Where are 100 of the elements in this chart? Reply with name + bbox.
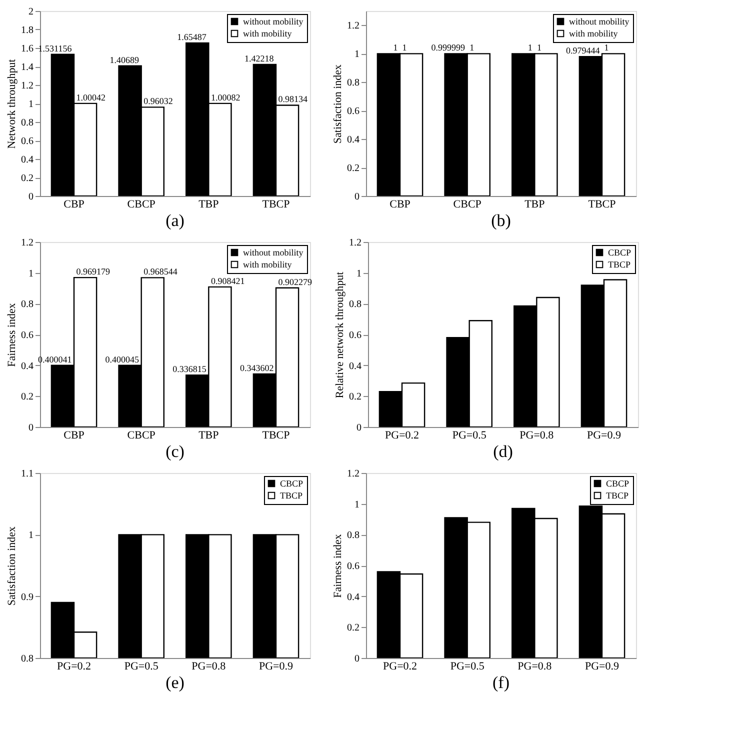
data-label: 1.531156 bbox=[38, 43, 72, 54]
y-tick-label: 0.4 bbox=[349, 360, 362, 372]
y-tick-label: 0 bbox=[354, 654, 360, 664]
data-label: 0.343602 bbox=[240, 363, 274, 374]
text: (e) bbox=[166, 673, 184, 692]
y-tick-label: 0.6 bbox=[21, 136, 34, 147]
data-label: 0.96032 bbox=[144, 96, 173, 106]
x-tick-label: CBCP bbox=[127, 430, 156, 442]
data-label: 0.336815 bbox=[172, 364, 207, 374]
x-tick-label: PG=0.8 bbox=[520, 430, 554, 442]
y-tick-label: 0.2 bbox=[347, 163, 360, 174]
y-axis-title: Fairness index bbox=[332, 534, 344, 598]
x-tick-label: CBP bbox=[390, 198, 410, 210]
y-tick-label: 0.8 bbox=[21, 118, 34, 128]
y-tick-label: 0.4 bbox=[347, 134, 360, 146]
x-tick-label: PG=0.2 bbox=[56, 660, 92, 672]
y-axis-title: Satisfaction index bbox=[6, 526, 18, 606]
y-tick-label: 1 bbox=[28, 99, 34, 110]
data-label: 1.00042 bbox=[76, 92, 106, 102]
y-tick-label: 0.6 bbox=[21, 330, 34, 341]
x-tick-label: PG=0.9 bbox=[584, 660, 620, 672]
legend-label: TBCP bbox=[606, 490, 629, 500]
legend-label: CBCP bbox=[608, 248, 632, 258]
y-tick-label: 0.9 bbox=[21, 592, 34, 603]
legend-label: TBCP bbox=[608, 260, 631, 270]
x-tick-label: PG=0.5 bbox=[452, 430, 487, 442]
y-tick-label: 1.4 bbox=[21, 62, 34, 73]
y-tick-label: 0.4 bbox=[347, 592, 360, 603]
legend-label: without mobility bbox=[243, 16, 304, 26]
y-tick-label: 1.2 bbox=[349, 238, 362, 248]
y-tick-label: 0.4 bbox=[21, 360, 34, 372]
data-label: 1 bbox=[402, 42, 407, 53]
y-tick-label: 1 bbox=[354, 49, 360, 60]
y-axis-title: Satisfaction index bbox=[332, 64, 344, 144]
data-label: 1.65487 bbox=[177, 32, 207, 42]
legend-label: TBCP bbox=[280, 490, 303, 500]
x-tick-label: TBP bbox=[524, 198, 545, 210]
data-label: 0.400045 bbox=[105, 354, 140, 364]
data-label: 0.968544 bbox=[144, 266, 178, 277]
data-label: 1 bbox=[604, 42, 609, 53]
y-tick-label: 1.2 bbox=[21, 80, 34, 92]
data-label: 0.902279 bbox=[278, 276, 313, 287]
y-axis-title: Network throughput bbox=[6, 59, 18, 149]
data-label: 0.979444 bbox=[566, 46, 600, 56]
x-tick-label: TBP bbox=[198, 198, 219, 210]
y-tick-label: 0.2 bbox=[21, 392, 34, 403]
y-tick-label: 0.6 bbox=[349, 330, 362, 341]
legend-label: without mobility bbox=[243, 248, 304, 258]
y-tick-label: 0.2 bbox=[349, 392, 362, 403]
x-tick-label: TBCP bbox=[588, 198, 616, 210]
data-label: 1 bbox=[393, 42, 398, 53]
x-tick-label: PG=0.5 bbox=[124, 660, 159, 672]
text: (a) bbox=[166, 211, 184, 230]
y-tick-label: 0.8 bbox=[21, 654, 34, 664]
y-tick-label: 2 bbox=[28, 6, 34, 18]
x-tick-label: CBCP bbox=[127, 198, 156, 210]
y-axis-title: Fairness index bbox=[6, 302, 18, 367]
y-tick-label: 1.8 bbox=[21, 25, 34, 36]
x-tick-label: CBP bbox=[64, 430, 84, 442]
data-label: 0.969179 bbox=[76, 266, 111, 277]
x-tick-label: PG=0.5 bbox=[450, 660, 485, 672]
y-tick-label: 1 bbox=[356, 268, 362, 280]
data-label: 0.999999 bbox=[431, 42, 466, 53]
text: (d) bbox=[493, 442, 513, 461]
x-tick-label: PG=0.9 bbox=[586, 430, 622, 442]
x-tick-label: PG=0.2 bbox=[384, 430, 420, 442]
y-tick-label: 0.6 bbox=[347, 561, 360, 572]
x-tick-label: PG=0.8 bbox=[518, 660, 552, 672]
data-label: 1 bbox=[536, 42, 542, 53]
data-label: 0.908421 bbox=[210, 276, 245, 286]
x-tick-label: CBCP bbox=[453, 198, 482, 210]
y-tick-label: 0.8 bbox=[349, 299, 362, 310]
legend-label: without mobility bbox=[569, 16, 630, 26]
x-tick-label: TBCP bbox=[262, 198, 290, 210]
x-tick-label: PG=0.8 bbox=[192, 660, 226, 672]
x-tick-label: PG=0.2 bbox=[382, 660, 418, 672]
data-label: 1.42218 bbox=[244, 53, 274, 64]
y-axis-title: Relative network throughput bbox=[334, 272, 346, 398]
legend-label: CBCP bbox=[280, 478, 304, 488]
data-label: 1 bbox=[470, 42, 474, 53]
y-tick-label: 1.2 bbox=[347, 20, 360, 32]
data-label: 0.98134 bbox=[278, 94, 308, 104]
x-tick-label: CBP bbox=[64, 198, 84, 210]
y-tick-label: 1.6 bbox=[21, 44, 34, 54]
y-tick-label: 0.6 bbox=[347, 106, 360, 118]
y-tick-label: 1 bbox=[28, 530, 34, 542]
data-label: 1.40689 bbox=[110, 54, 140, 65]
data-label: 1 bbox=[528, 42, 532, 53]
legend-label: with mobility bbox=[569, 28, 618, 38]
y-tick-label: 0.2 bbox=[347, 622, 360, 634]
x-tick-label: PG=0.9 bbox=[258, 660, 294, 672]
legend-label: with mobility bbox=[243, 28, 292, 38]
y-tick-label: 0.8 bbox=[347, 78, 360, 89]
y-tick-label: 0 bbox=[354, 192, 360, 202]
y-tick-label: 0 bbox=[28, 192, 34, 202]
data-label: 0.400041 bbox=[38, 354, 72, 364]
text: (c) bbox=[166, 442, 184, 461]
y-tick-label: 0 bbox=[28, 422, 34, 434]
y-tick-label: 1 bbox=[354, 499, 360, 510]
y-tick-label: 1.2 bbox=[347, 468, 360, 480]
